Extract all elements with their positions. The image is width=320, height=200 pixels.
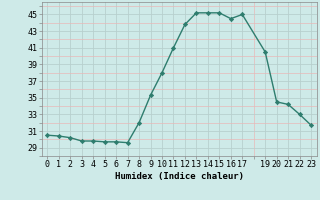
X-axis label: Humidex (Indice chaleur): Humidex (Indice chaleur) xyxy=(115,172,244,181)
